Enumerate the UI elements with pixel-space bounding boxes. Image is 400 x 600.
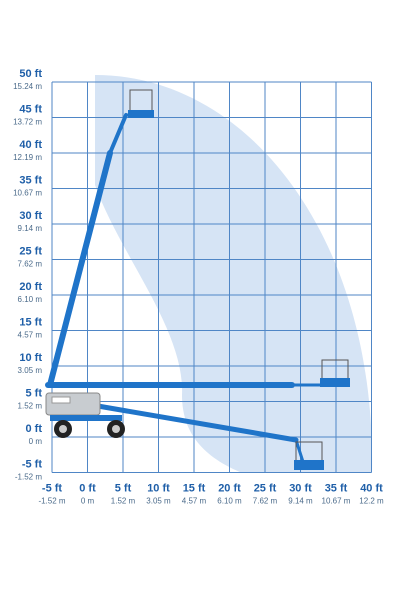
x-label-m: 10.67 m — [322, 497, 351, 506]
x-label-ft: -5 ft — [42, 483, 63, 495]
x-label-ft: 0 ft — [79, 483, 96, 495]
x-label-m: 7.62 m — [253, 497, 278, 506]
x-label-ft: 25 ft — [254, 483, 277, 495]
wheel-hub — [59, 425, 67, 433]
y-label-m: 7.62 m — [18, 260, 43, 269]
y-label-ft: 5 ft — [26, 388, 43, 400]
y-label-m: -1.52 m — [15, 473, 42, 482]
x-label-ft: 20 ft — [218, 483, 241, 495]
x-label-m: 4.57 m — [182, 497, 207, 506]
x-label-m: 3.05 m — [146, 497, 171, 506]
y-label-ft: 10 ft — [19, 352, 42, 364]
chassis-logo — [51, 396, 71, 404]
y-label-m: 10.67 m — [13, 189, 42, 198]
x-label-m: 6.10 m — [217, 497, 242, 506]
y-label-m: 6.10 m — [18, 295, 43, 304]
y-label-ft: 20 ft — [19, 281, 42, 293]
chassis-base — [50, 415, 122, 421]
y-label-m: 3.05 m — [18, 366, 43, 375]
x-label-m: -1.52 m — [38, 497, 65, 506]
y-label-m: 4.57 m — [18, 331, 43, 340]
x-label-m: 9.14 m — [288, 497, 313, 506]
boom-lower — [89, 402, 299, 443]
x-label-ft: 30 ft — [289, 483, 312, 495]
x-label-m: 0 m — [81, 497, 95, 506]
y-label-m: 13.72 m — [13, 118, 42, 127]
y-label-ft: 45 ft — [19, 104, 42, 116]
chassis — [45, 392, 101, 416]
y-label-ft: 40 ft — [19, 139, 42, 151]
x-label-ft: 40 ft — [360, 483, 383, 495]
reach-envelope — [95, 75, 373, 472]
x-label-m: 12.2 m — [359, 497, 384, 506]
boom-vertical-upper — [108, 113, 128, 155]
x-label-ft: 15 ft — [183, 483, 206, 495]
envelope-layer — [95, 75, 373, 472]
platform-horizontal-base — [320, 378, 350, 387]
boom-vertical — [47, 150, 113, 388]
x-label-m: 1.52 m — [111, 497, 136, 506]
platform-vertical-base — [128, 110, 154, 118]
wheel-hub — [112, 425, 120, 433]
y-label-ft: 25 ft — [19, 246, 42, 258]
y-label-ft: 15 ft — [19, 317, 42, 329]
y-label-ft: 30 ft — [19, 210, 42, 222]
y-label-ft: 35 ft — [19, 175, 42, 187]
machine — [45, 89, 350, 470]
platform-lower-base — [294, 460, 324, 470]
x-label-ft: 35 ft — [325, 483, 348, 495]
y-label-m: 1.52 m — [18, 402, 43, 411]
y-label-m: 9.14 m — [18, 224, 43, 233]
y-label-m: 0 m — [29, 437, 43, 446]
labels: 50 ft 15.24 m 45 ft 13.72 m 40 ft 12.19 m 35 f… — [13, 68, 384, 506]
x-label-ft: 10 ft — [147, 483, 170, 495]
y-label-m: 15.24 m — [13, 82, 42, 91]
y-label-m: 12.19 m — [13, 153, 42, 162]
y-label-ft: 0 ft — [26, 423, 43, 435]
x-label-ft: 5 ft — [115, 483, 132, 495]
y-label-ft: 50 ft — [19, 68, 42, 80]
y-label-ft: -5 ft — [22, 459, 43, 471]
